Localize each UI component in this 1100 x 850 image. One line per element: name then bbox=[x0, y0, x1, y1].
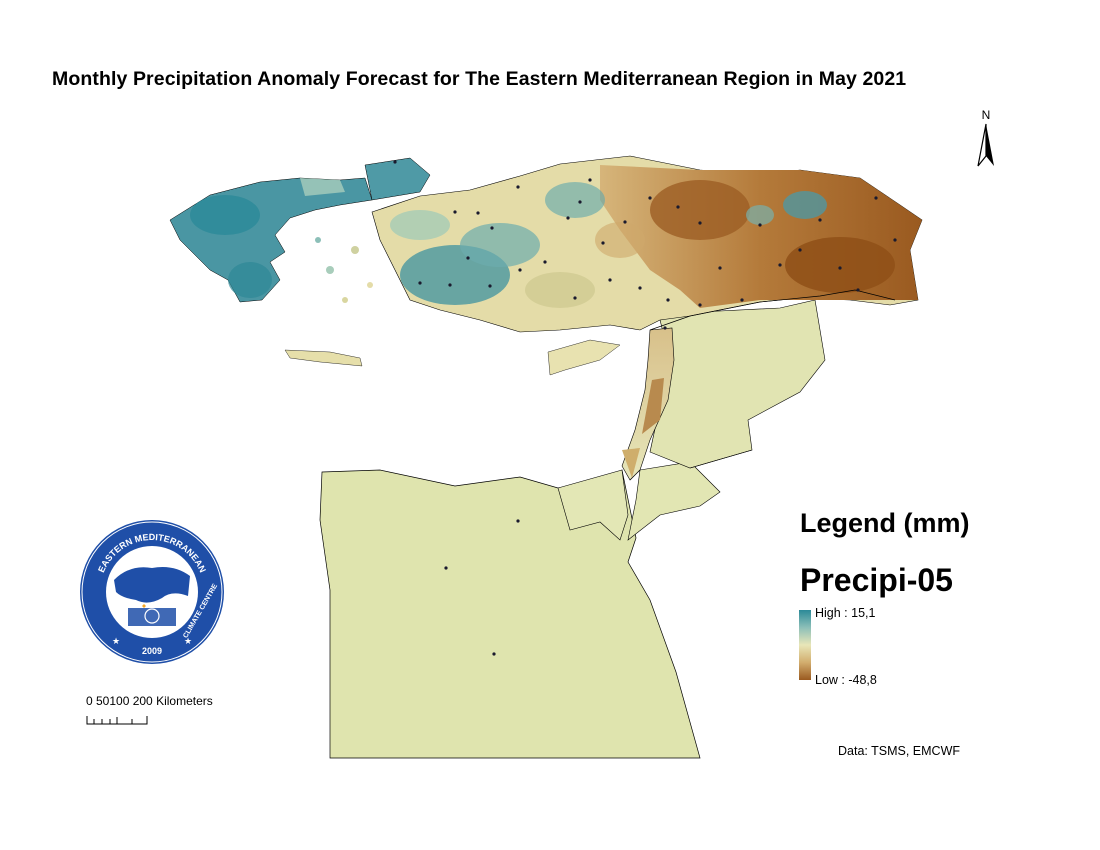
logo-star-right-icon: ★ bbox=[184, 637, 192, 647]
data-credit: Data: TSMS, EMCWF bbox=[838, 744, 961, 758]
map-title: Monthly Precipitation Anomaly Forecast f… bbox=[52, 68, 907, 90]
scale-bar: 0 50100 200 Kilometers bbox=[86, 694, 213, 730]
sinai-region bbox=[557, 469, 629, 541]
arabia-region bbox=[627, 461, 721, 541]
legend-color-ramp bbox=[799, 610, 811, 680]
emcc-logo: EASTERN MEDITERRANEAN CLIMATE CENTRE 200… bbox=[80, 520, 224, 664]
logo-year: 2009 bbox=[142, 646, 162, 656]
scale-bar-label: 0 50100 200 Kilometers bbox=[86, 694, 213, 708]
legend-layer-name: Precipi-05 bbox=[800, 562, 953, 598]
legend-low-label: Low : -48,8 bbox=[815, 673, 877, 687]
north-arrow-label: N bbox=[981, 108, 991, 122]
legend-title: Legend (mm) bbox=[800, 508, 970, 538]
legend-high-label: High : 15,1 bbox=[815, 606, 876, 620]
scale-bar-ruler bbox=[86, 716, 148, 725]
north-arrow-icon bbox=[977, 123, 994, 167]
station-points bbox=[393, 160, 897, 656]
north-arrow: N bbox=[970, 108, 1002, 170]
logo-star-left-icon: ★ bbox=[112, 637, 120, 647]
syria-region bbox=[649, 299, 826, 469]
egypt-region bbox=[319, 469, 701, 759]
